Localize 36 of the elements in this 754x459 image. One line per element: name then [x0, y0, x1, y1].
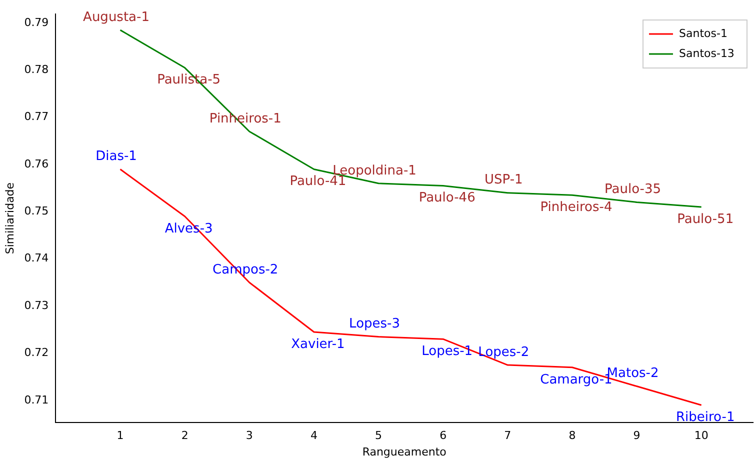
annotation: Dias-1 — [96, 149, 137, 164]
legend-label: Santos-1 — [679, 26, 728, 40]
annotation: Paulo-41 — [290, 174, 346, 190]
annotation: Lopes-3 — [349, 316, 400, 332]
annotation: Paulo-35 — [604, 182, 662, 198]
x-tick-label: 3 — [246, 429, 253, 442]
annotation: Paulo-46 — [418, 190, 476, 206]
x-tick-label: 6 — [440, 429, 447, 442]
y-tick-label: 0.73 — [24, 298, 49, 312]
annotation: Lopes-2 — [478, 344, 530, 360]
x-tick-label: 1 — [116, 429, 124, 442]
annotation: Augusta-1 — [83, 10, 150, 25]
x-tick-label: 5 — [375, 429, 382, 442]
y-tick-label: 0.78 — [24, 63, 49, 76]
y-tick-label: 0.71 — [24, 393, 49, 406]
legend-label: Santos-13 — [679, 46, 734, 60]
y-tick-label: 0.74 — [24, 252, 49, 265]
x-axis-title: Rangueamento — [362, 445, 447, 458]
annotation: Xavier-1 — [291, 336, 345, 352]
x-tick-label: 8 — [568, 429, 576, 442]
annotation: Lopes-1 — [422, 344, 473, 359]
annotation: Ribeiro-1 — [676, 410, 735, 426]
y-axis-title: Similiaridade — [3, 182, 16, 254]
x-tick-label: 2 — [181, 429, 188, 442]
y-tick-label: 0.72 — [24, 346, 49, 360]
y-tick-label: 0.75 — [24, 204, 49, 218]
y-tick-label: 0.77 — [24, 110, 49, 124]
annotation: USP-1 — [484, 172, 523, 188]
annotation: Paulo-51 — [677, 212, 734, 227]
x-tick-label: 7 — [504, 429, 512, 442]
x-tick-label: 10 — [694, 429, 708, 442]
annotation: Pinheiros-4 — [540, 200, 612, 216]
x-tick-label: 4 — [310, 429, 318, 442]
y-tick-label: 0.79 — [24, 16, 49, 29]
x-tick-label: 9 — [633, 429, 640, 442]
y-tick-label: 0.76 — [24, 157, 49, 170]
